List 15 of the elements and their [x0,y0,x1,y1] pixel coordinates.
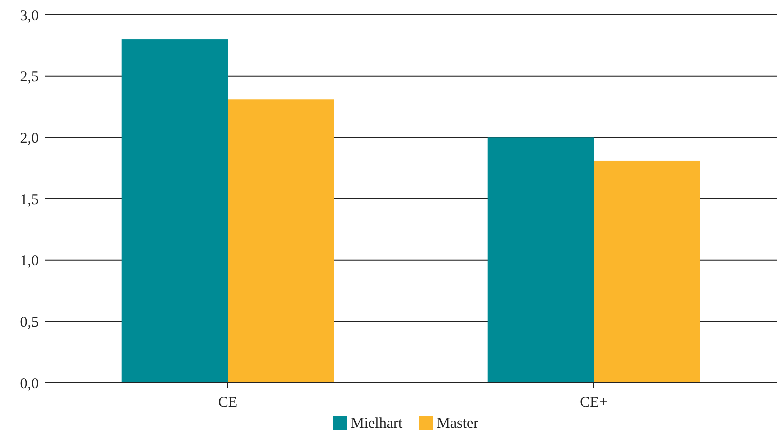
legend-label: Master [437,416,479,432]
x-tick-label: CE+ [580,395,608,411]
y-tick-label: 2,5 [20,70,39,86]
y-tick-label: 3,0 [20,8,39,24]
y-tick-label: 0,0 [20,376,39,392]
y-tick-label: 1,0 [20,254,39,270]
x-tick-label: CE [218,395,238,411]
bar [488,138,594,383]
bar [228,100,334,383]
bar [122,40,228,383]
y-tick-label: 2,0 [20,130,39,147]
y-tick-label: 1,5 [20,192,39,208]
y-tick-label: 0,5 [20,314,39,331]
legend-label: Mielhart [351,416,404,432]
bar [594,160,700,383]
